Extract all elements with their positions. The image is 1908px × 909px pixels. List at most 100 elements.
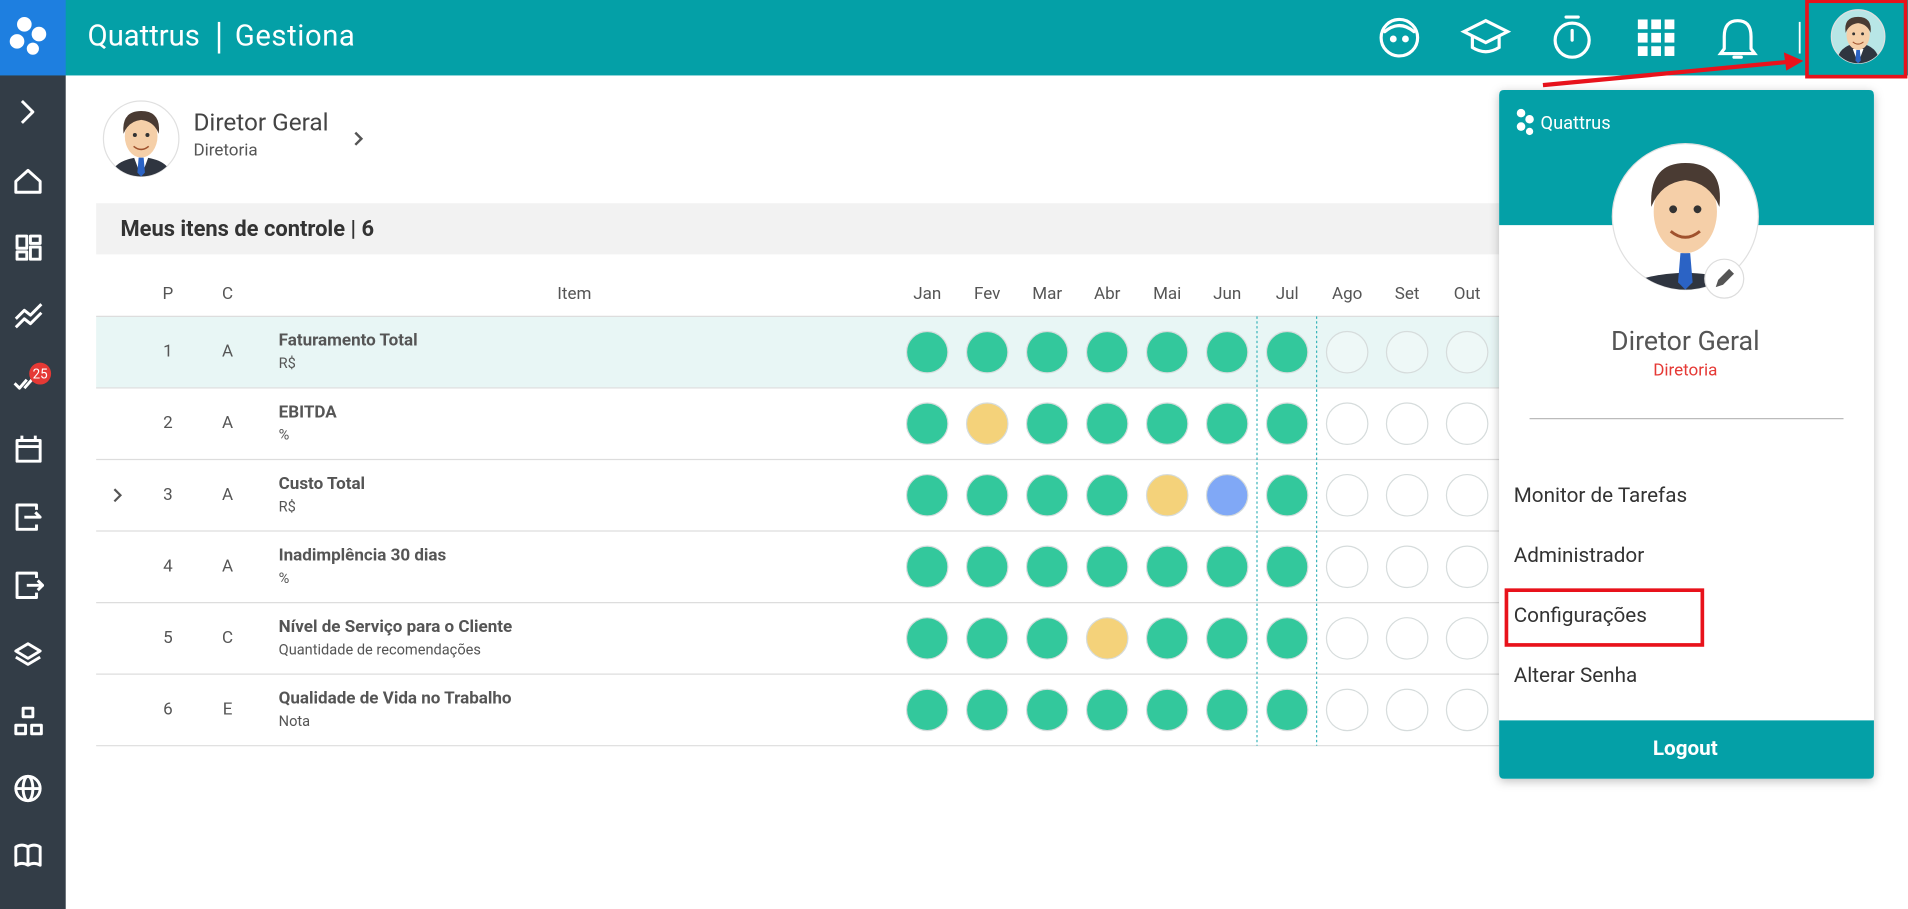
status-dot[interactable] [965,688,1009,732]
avatar-eye [132,132,137,137]
status-dot[interactable] [1145,617,1189,660]
menu-item[interactable]: Administrador [1514,544,1644,568]
status-dot[interactable] [965,330,1009,374]
expand-icon[interactable] [20,99,35,124]
status-dot[interactable] [1385,330,1429,374]
month-header: Set [1395,284,1420,304]
status-dot[interactable] [1205,688,1249,732]
status-dot[interactable] [1085,330,1129,374]
status-dot[interactable] [905,617,949,660]
menu-item[interactable]: Configurações [1514,604,1647,628]
status-dot[interactable] [1265,402,1309,446]
status-dot[interactable] [965,402,1009,446]
status-dot[interactable] [1205,617,1249,660]
status-dot[interactable] [1325,473,1369,517]
profile-avatar [102,100,180,178]
logo-mark [9,17,47,55]
avatar-tie [137,157,145,177]
status-dot[interactable] [1145,330,1189,374]
item-name[interactable]: Qualidade de Vida no Trabalho [279,688,512,708]
status-dot[interactable] [1325,545,1369,589]
status-dot[interactable] [1325,617,1369,660]
priority: 3 [163,485,173,505]
status-dot[interactable] [1145,688,1189,732]
status-dot[interactable] [1265,473,1309,517]
item-name[interactable]: Custo Total [279,474,365,494]
chart-icon[interactable] [14,303,43,329]
status-dot[interactable] [1085,688,1129,732]
home-icon[interactable] [14,168,42,194]
training-icon[interactable] [1460,18,1512,54]
org-icon[interactable] [14,706,43,736]
dashboard-icon[interactable] [15,234,42,261]
status-dot[interactable] [1025,330,1069,374]
notification-icon[interactable] [1717,19,1758,59]
status-dot[interactable] [905,330,949,374]
status-dot[interactable] [905,545,949,589]
login-icon[interactable] [15,503,42,531]
status-dot[interactable] [905,688,949,732]
status-dot[interactable] [965,473,1009,517]
status-dot[interactable] [1205,402,1249,446]
logout-icon[interactable] [15,571,45,599]
status-dot[interactable] [1445,688,1489,732]
status-dot[interactable] [1325,402,1369,446]
status-dot[interactable] [1145,402,1189,446]
status-dot[interactable] [1085,402,1129,446]
status-dot[interactable] [1445,617,1489,660]
book-icon[interactable] [14,843,42,867]
item-name[interactable]: Inadimplência 30 dias [279,545,447,565]
status-dot[interactable] [1445,402,1489,446]
status-dot[interactable] [1205,473,1249,517]
status-dot[interactable] [1025,545,1069,589]
menu-item[interactable]: Alterar Senha [1514,664,1637,688]
status-dot[interactable] [965,545,1009,589]
status-dot[interactable] [1025,617,1069,660]
month-header: Abr [1094,284,1121,304]
status-dot[interactable] [1445,330,1489,374]
status-dot[interactable] [1445,545,1489,589]
status-dot[interactable] [1145,545,1189,589]
status-dot[interactable] [965,617,1009,660]
apps-icon[interactable] [1637,19,1675,56]
avatar-eye [1693,205,1702,214]
status-dot[interactable] [1445,473,1489,517]
status-dot[interactable] [1385,617,1429,660]
status-dot[interactable] [1025,473,1069,517]
calendar-icon[interactable] [15,435,42,463]
layers-icon[interactable] [14,642,42,666]
status-dot[interactable] [1085,473,1129,517]
user-avatar-button[interactable] [1830,9,1886,65]
globe-icon[interactable] [14,774,42,803]
menu-item[interactable]: Monitor de Tarefas [1514,484,1687,508]
profile-chevron[interactable] [354,131,364,146]
status-dot[interactable] [1325,330,1369,374]
status-dot[interactable] [1265,688,1309,732]
status-dot[interactable] [905,473,949,517]
item-name[interactable]: Nível de Serviço para o Cliente [279,617,513,637]
status-dot[interactable] [1025,688,1069,732]
support-icon[interactable] [1379,17,1420,58]
expand-row[interactable] [113,488,123,503]
status-dot[interactable] [1385,473,1429,517]
status-dot[interactable] [1205,330,1249,374]
status-dot[interactable] [1085,617,1129,660]
status-dot[interactable] [1385,688,1429,732]
status-dot[interactable] [1205,545,1249,589]
status-dot[interactable] [1385,402,1429,446]
item-name[interactable]: Faturamento Total [279,331,418,351]
logout-button[interactable] [1499,720,1874,779]
status-dot[interactable] [905,402,949,446]
avatar-smile [1669,230,1701,239]
item-name[interactable]: EBITDA [279,402,338,422]
status-dot[interactable] [1145,473,1189,517]
status-dot[interactable] [1265,545,1309,589]
status-dot[interactable] [1265,617,1309,660]
status-dot[interactable] [1085,545,1129,589]
status-dot[interactable] [1385,545,1429,589]
status-dot[interactable] [1265,330,1309,374]
timer-icon[interactable] [1553,15,1591,59]
status-dot[interactable] [1325,688,1369,732]
status-dot[interactable] [1025,402,1069,446]
